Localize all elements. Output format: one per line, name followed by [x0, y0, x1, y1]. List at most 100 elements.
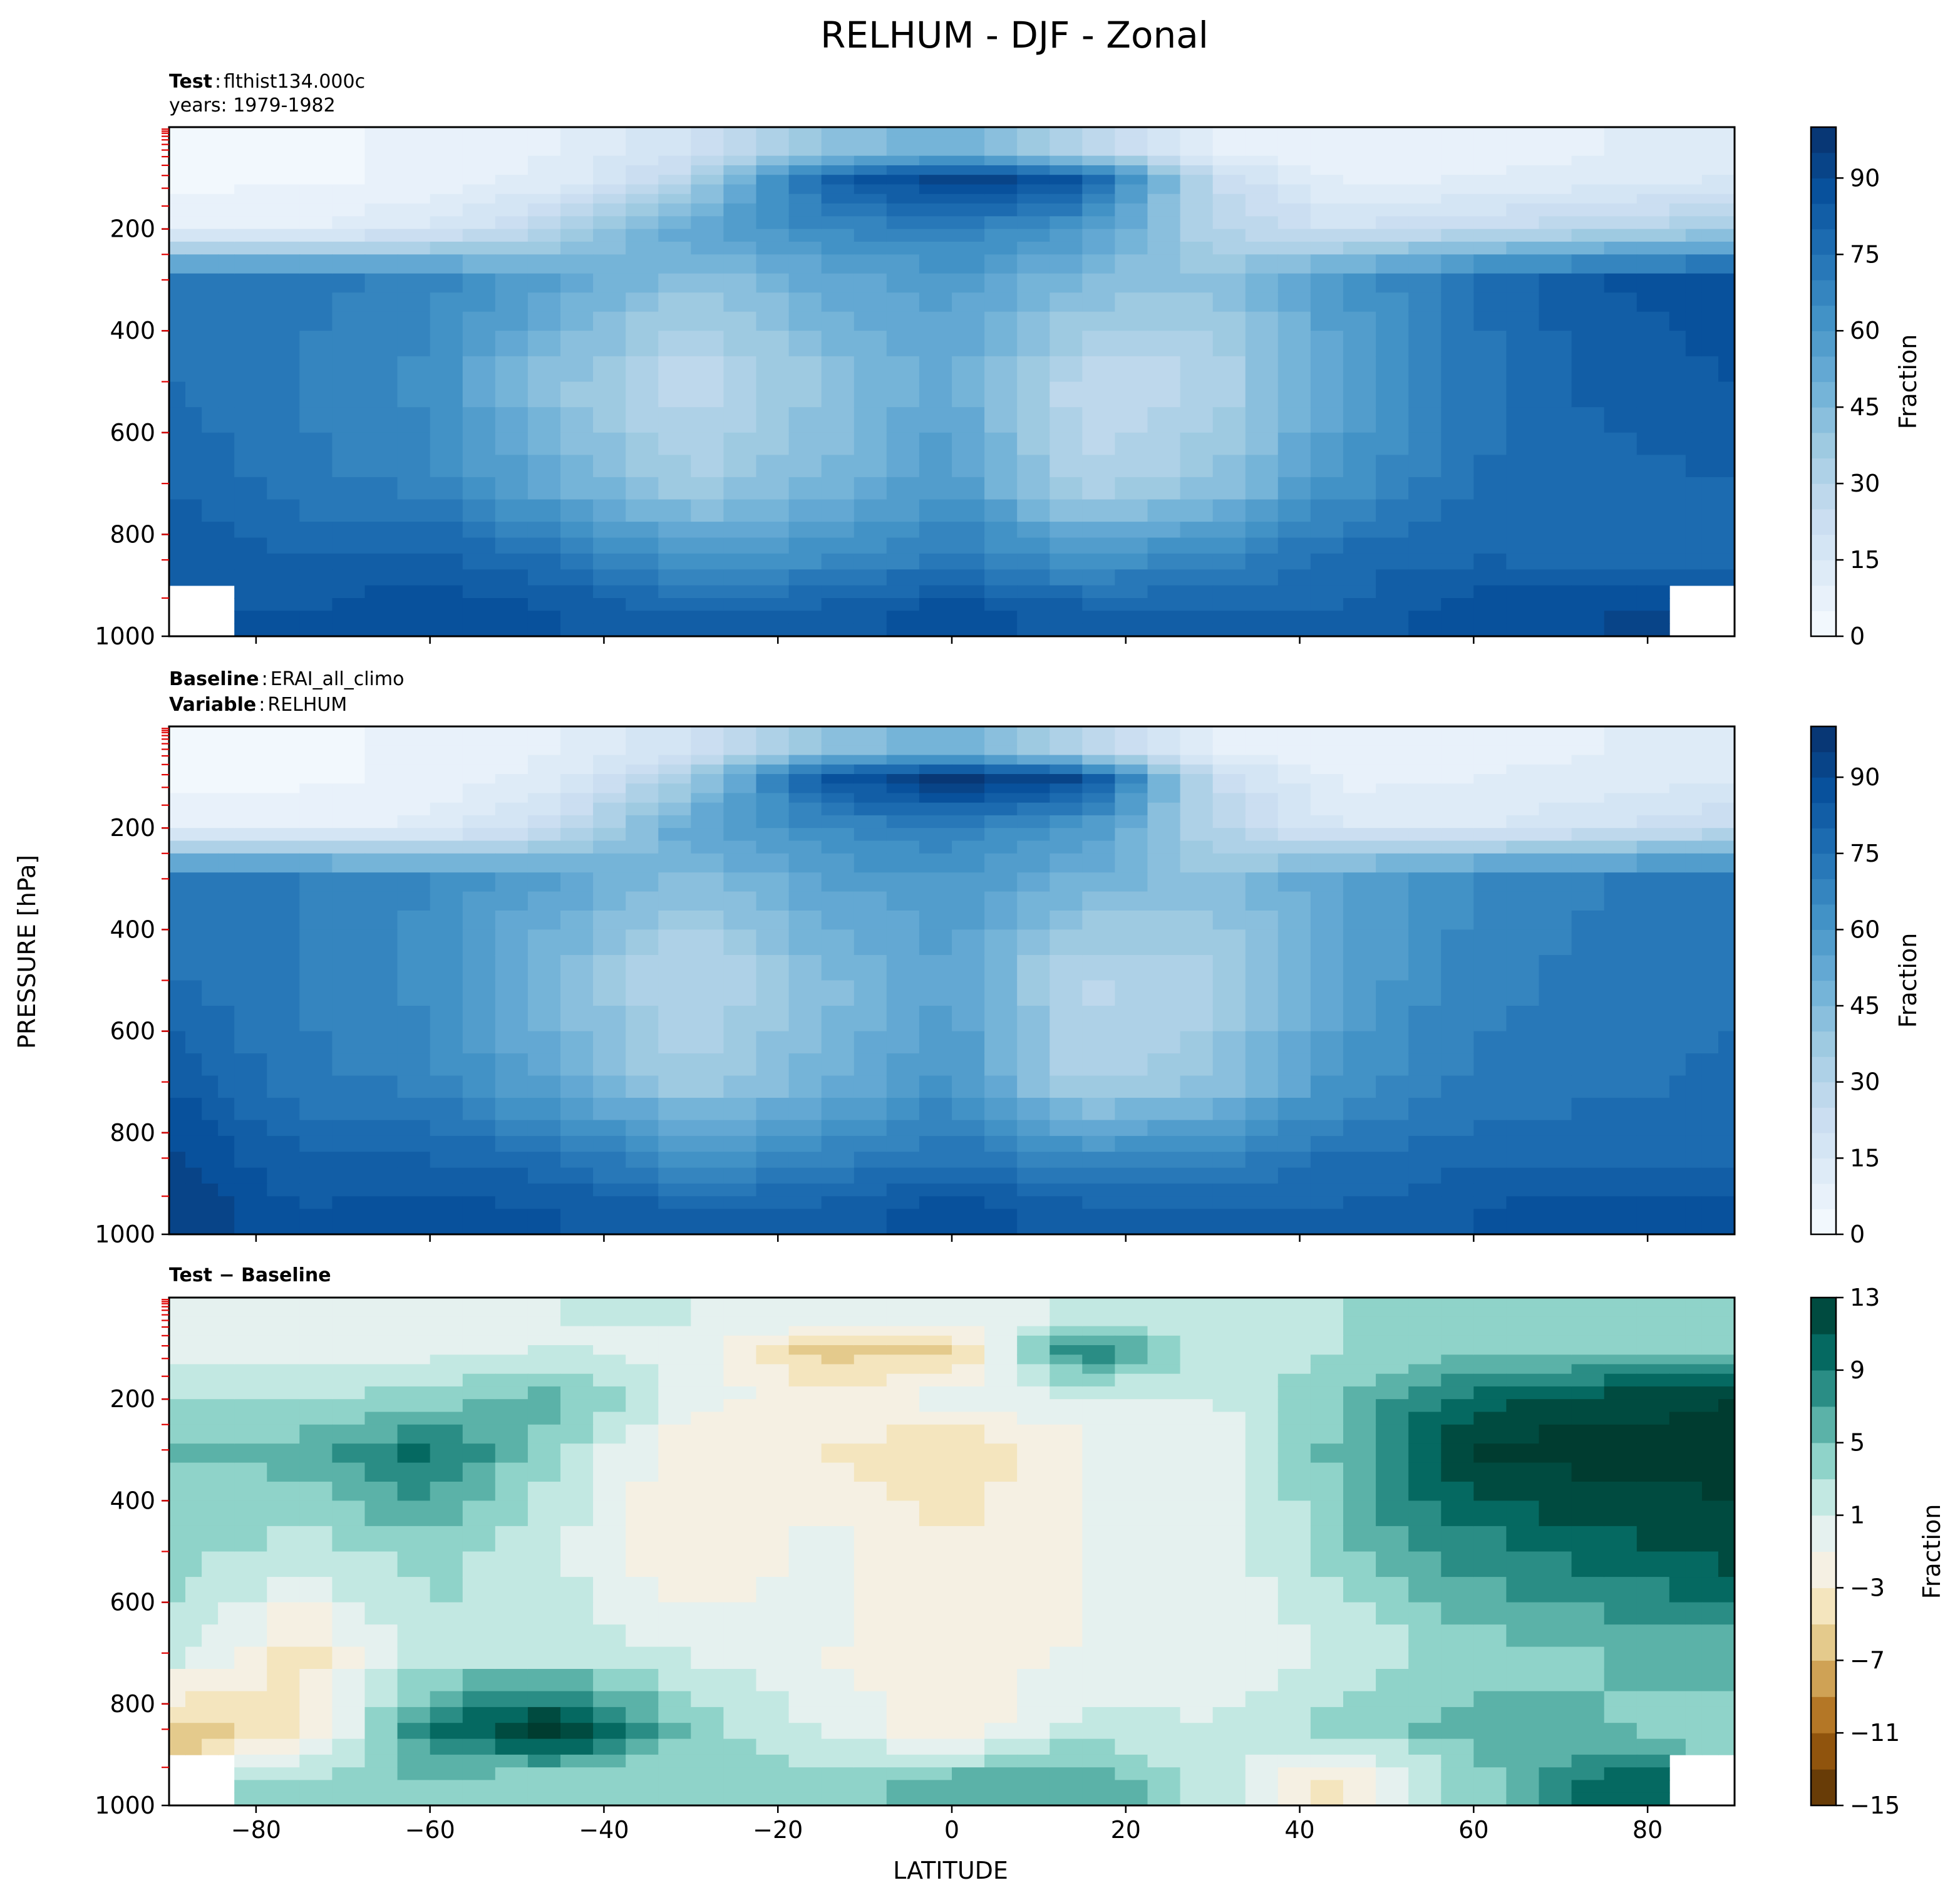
heatmap-cell — [332, 623, 366, 636]
heatmap-cell — [919, 407, 952, 433]
heatmap-cell — [1082, 955, 1116, 981]
heatmap-cell — [593, 1386, 626, 1400]
heatmap-cell — [1147, 1364, 1181, 1375]
heatmap-cell — [430, 1526, 463, 1552]
heatmap-cell — [1310, 840, 1344, 854]
heatmap-cell — [299, 815, 333, 829]
heatmap-cell — [1245, 1098, 1279, 1121]
heatmap-cell — [1408, 1345, 1442, 1355]
heatmap-cell — [658, 273, 692, 293]
heatmap-cell — [821, 1500, 855, 1527]
heatmap-cell — [560, 1767, 594, 1781]
heatmap-cell — [1245, 1424, 1279, 1444]
heatmap-cell — [185, 793, 202, 803]
heatmap-cell — [1017, 477, 1051, 500]
heatmap-cell — [1376, 1098, 1409, 1121]
heatmap-cell — [1115, 477, 1148, 500]
heatmap-cell — [1245, 1345, 1279, 1355]
heatmap-cell — [1669, 853, 1686, 873]
heatmap-cell — [495, 1298, 529, 1308]
heatmap-cell — [560, 726, 594, 736]
heatmap-cell — [1604, 553, 1638, 571]
heatmap-cell — [1277, 764, 1311, 775]
heatmap-cell — [169, 1075, 186, 1098]
heatmap-cell — [1147, 146, 1181, 157]
heatmap-cell — [1604, 311, 1638, 331]
heatmap-cell — [984, 432, 1018, 456]
heatmap-cell — [1050, 522, 1083, 539]
heatmap-cell — [202, 911, 219, 931]
heatmap-cell — [495, 273, 529, 293]
heatmap-cell — [527, 1152, 561, 1169]
header-text: RELHUM — [267, 694, 347, 716]
heatmap-cell — [821, 229, 855, 242]
heatmap-cell — [234, 755, 268, 765]
heatmap-cell — [691, 1443, 725, 1464]
heatmap-cell — [886, 1196, 920, 1210]
heatmap-cell — [1147, 175, 1181, 185]
heatmap-cell — [332, 553, 366, 571]
heatmap-cell — [364, 194, 398, 204]
heatmap-cell — [1669, 764, 1686, 775]
heatmap-cell — [756, 273, 790, 293]
heatmap-cell — [527, 1183, 561, 1197]
heatmap-cell — [626, 432, 659, 456]
heatmap-cell — [1277, 229, 1311, 242]
heatmap-cell — [756, 1355, 790, 1365]
heatmap-cell — [691, 1723, 725, 1740]
heatmap-cell — [1539, 273, 1572, 293]
heatmap-cell — [886, 1412, 920, 1425]
heatmap-cell — [364, 783, 398, 794]
heatmap-cell — [788, 774, 822, 784]
heatmap-cell — [1180, 955, 1214, 981]
heatmap-cell — [1376, 569, 1409, 586]
colorbar-band — [1811, 509, 1836, 535]
heatmap-cell — [1718, 127, 1735, 137]
heatmap-cell — [821, 1462, 855, 1482]
heatmap-cell — [397, 1767, 431, 1781]
heatmap-cell — [527, 194, 561, 204]
heatmap-cell — [1376, 1209, 1409, 1222]
heatmap-cell — [1343, 1120, 1376, 1137]
heatmap-cell — [1310, 553, 1344, 571]
heatmap-cell — [952, 1500, 985, 1527]
heatmap-cell — [462, 1006, 496, 1032]
colorbar-band — [1811, 1031, 1836, 1057]
heatmap-cell — [854, 1526, 887, 1552]
heatmap-cell — [332, 1602, 366, 1625]
heatmap-cell — [1718, 1221, 1735, 1234]
heatmap-cell — [1685, 1183, 1703, 1197]
heatmap-cell — [1539, 1551, 1572, 1577]
heatmap-cell — [658, 311, 692, 331]
heatmap-cell — [1571, 1183, 1605, 1197]
heatmap-cell — [1539, 356, 1572, 383]
heatmap-cell — [1701, 764, 1719, 775]
heatmap-cell — [332, 1723, 366, 1740]
heatmap-cell — [1539, 1120, 1572, 1137]
heatmap-cell — [886, 929, 920, 956]
heatmap-cell — [788, 840, 822, 854]
heatmap-cell — [1376, 1723, 1409, 1740]
heatmap-cell — [1571, 1412, 1605, 1425]
heatmap-cell — [1506, 853, 1540, 873]
heatmap-cell — [1017, 1373, 1051, 1387]
heatmap-cell — [984, 1669, 1018, 1692]
heatmap-cell — [952, 783, 985, 794]
heatmap-cell — [430, 311, 463, 331]
heatmap-cell — [218, 929, 235, 956]
heatmap-cell — [1082, 432, 1116, 456]
heatmap-cell — [527, 745, 561, 756]
heatmap-cell — [626, 793, 659, 803]
heatmap-cell — [1277, 1196, 1311, 1210]
heatmap-cell — [756, 1098, 790, 1121]
heatmap-cell — [1636, 1624, 1670, 1648]
heatmap-cell — [169, 1646, 186, 1670]
heatmap-cell — [1571, 1355, 1605, 1365]
heatmap-cell — [1408, 137, 1442, 147]
heatmap-cell — [756, 1345, 790, 1355]
heatmap-cell — [430, 1075, 463, 1098]
heatmap-cell — [1685, 1098, 1703, 1121]
heatmap-cell — [952, 273, 985, 293]
heatmap-cell — [658, 891, 692, 911]
heatmap-cell — [1115, 802, 1148, 816]
